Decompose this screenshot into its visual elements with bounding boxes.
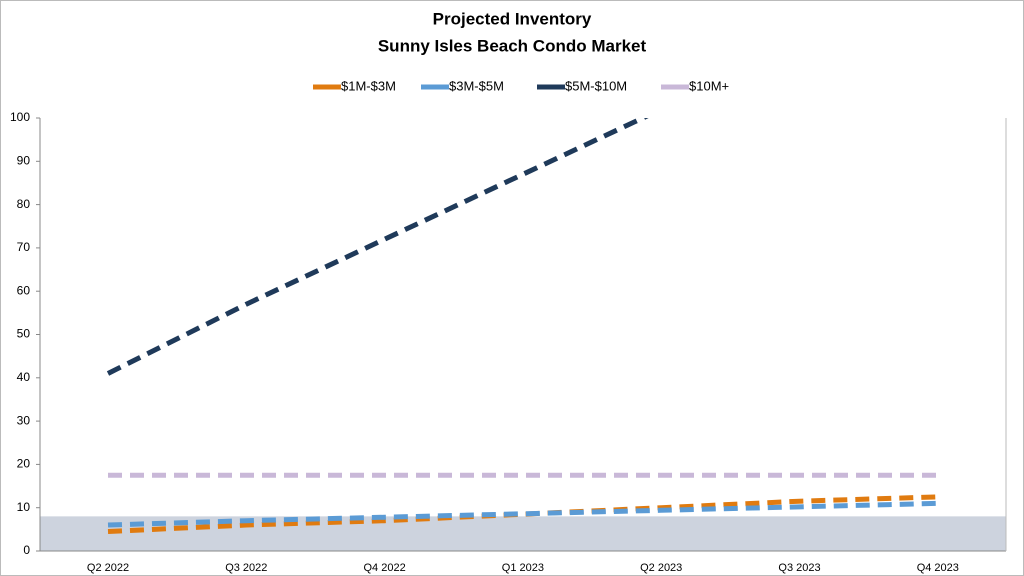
x-tick-label: Q4 2022 (363, 562, 405, 574)
x-tick-label: Q4 2023 (917, 562, 959, 574)
x-tick-label: Q1 2023 (502, 562, 544, 574)
x-tick-label: Q2 2022 (87, 562, 129, 574)
series-line (106, 118, 649, 376)
x-tick-label: Q3 2023 (778, 562, 820, 574)
y-tick-label: 90 (17, 153, 31, 167)
series-line (107, 500, 938, 528)
legend-label: $10M+ (689, 78, 729, 93)
y-tick-label: 30 (17, 413, 31, 427)
y-tick-label: 50 (17, 327, 31, 341)
legend-label: $5M-$10M (565, 78, 627, 93)
y-tick-label: 60 (17, 283, 31, 297)
plot-lines (106, 118, 938, 535)
y-tick-label: 40 (17, 370, 31, 384)
y-tick-label: 80 (17, 197, 31, 211)
y-tick-label: 0 (23, 543, 30, 557)
legend-label: $1M-$3M (341, 78, 396, 93)
y-tick-label: 10 (17, 500, 31, 514)
x-tick-label: Q3 2022 (225, 562, 267, 574)
x-tick-label: Q2 2023 (640, 562, 682, 574)
chart-subtitle: Sunny Isles Beach Condo Market (378, 36, 647, 55)
y-tick-label: 70 (17, 240, 31, 254)
chart-title: Projected Inventory (433, 9, 592, 28)
legend-label: $3M-$5M (449, 78, 504, 93)
y-tick-label: 20 (17, 457, 31, 471)
series-line (107, 494, 938, 535)
y-tick-label: 100 (10, 110, 30, 124)
